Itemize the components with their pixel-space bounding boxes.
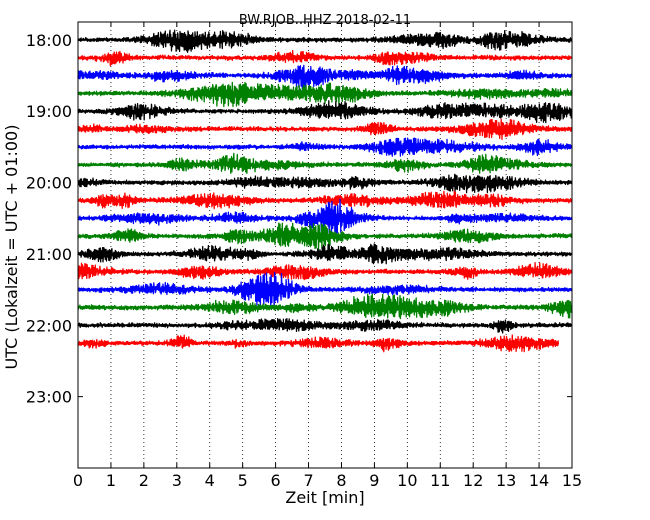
- seismogram-trace: [77, 29, 573, 53]
- y-axis-ticks: 18:00 19:00 20:00 21:00 22:00 23:00: [26, 31, 572, 407]
- x-tick-label: 3: [172, 471, 182, 490]
- x-tick-label: 10: [397, 471, 417, 490]
- y-axis-label: UTC (Lokalzeit = UTC + 01:00): [2, 125, 21, 370]
- x-tick-label: 0: [73, 471, 83, 490]
- seismogram-trace: [77, 317, 573, 334]
- seismogram-trace: [77, 64, 573, 92]
- y-tick-label: 20:00: [26, 174, 72, 193]
- seismogram-trace: [77, 100, 573, 124]
- x-tick-label: 6: [271, 471, 281, 490]
- seismogram-trace: [77, 190, 573, 210]
- x-axis-label: Zeit [min]: [285, 488, 364, 507]
- x-tick-label: 8: [336, 471, 346, 490]
- x-tick-label: 5: [238, 471, 248, 490]
- x-tick-label: 9: [369, 471, 379, 490]
- seismogram-trace: [77, 198, 573, 239]
- y-tick-label: 18:00: [26, 31, 72, 50]
- x-tick-label: 15: [562, 471, 582, 490]
- chart-title: BW.RJOB..HHZ 2018-02-11: [239, 13, 411, 28]
- seismogram-trace: [77, 173, 573, 194]
- x-tick-label: 12: [463, 471, 483, 490]
- x-tick-label: 1: [106, 471, 116, 490]
- x-tick-label: 2: [139, 471, 149, 490]
- seismogram-trace: [77, 271, 573, 308]
- seismogram-trace: [77, 118, 573, 141]
- x-tick-label: 13: [496, 471, 516, 490]
- x-tick-label: 11: [430, 471, 450, 490]
- seismogram-trace: [77, 137, 573, 157]
- seismogram-trace: [77, 243, 573, 265]
- seismogram-trace: [77, 261, 573, 281]
- seismogram-trace: [77, 50, 573, 67]
- seismogram-trace: [77, 293, 573, 320]
- x-tick-label: 7: [303, 471, 313, 490]
- seismogram-trace: [77, 334, 560, 353]
- seismogram-traces: [77, 29, 573, 353]
- x-tick-label: 14: [529, 471, 549, 490]
- y-tick-label: 22:00: [26, 316, 72, 335]
- y-tick-label: 19:00: [26, 102, 72, 121]
- y-tick-label: 23:00: [26, 388, 72, 407]
- y-tick-label: 21:00: [26, 245, 72, 264]
- x-tick-label: 4: [205, 471, 215, 490]
- x-axis-ticks: 0 1 2 3 4 5 6 7 8 9 10 11 12 13 14 15: [73, 22, 582, 490]
- seismogram-trace: [77, 152, 573, 175]
- plot-frame: [77, 21, 573, 469]
- seismogram-trace: [77, 222, 573, 251]
- seismogram-trace: [77, 81, 573, 108]
